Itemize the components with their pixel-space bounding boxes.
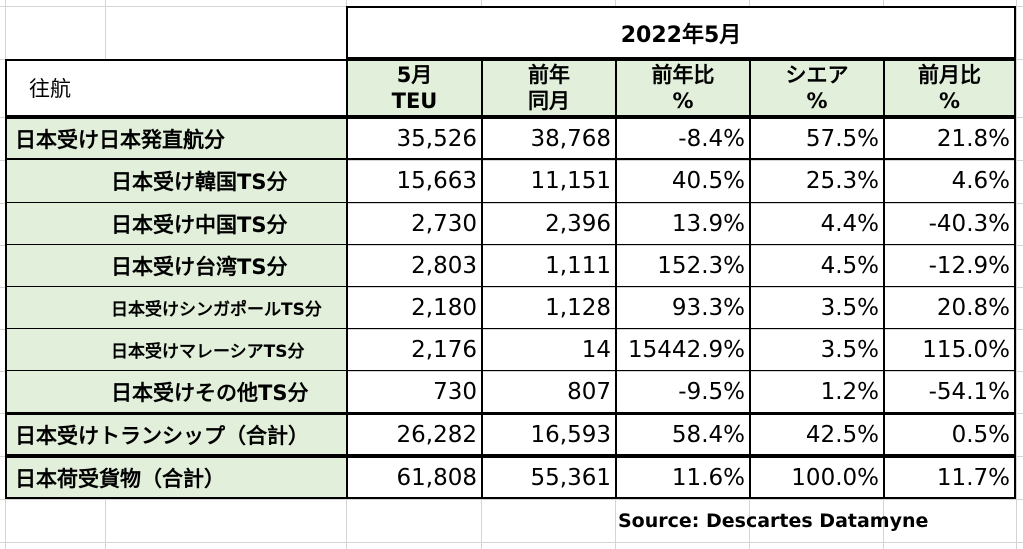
row-label-indent	[5, 160, 105, 203]
column-header-line: %	[806, 89, 828, 113]
table-cell: -8.4%	[615, 117, 749, 160]
column-header-line: 前月比	[918, 63, 981, 87]
table-cell: 2,803	[346, 245, 481, 287]
gridline-horizontal	[0, 329, 1023, 330]
row-label-indent	[5, 329, 105, 371]
table-cell: 1,128	[481, 287, 615, 329]
column-header-line: %	[672, 89, 694, 113]
table-cell: 4.6%	[883, 160, 1016, 203]
table-cell: 152.3%	[615, 245, 749, 287]
column-header: 前年 同月	[481, 59, 615, 117]
table-cell: 1,111	[481, 245, 615, 287]
row-label: 日本受け台湾TS分	[105, 245, 346, 287]
table-cell: 11.6%	[615, 456, 749, 499]
table-cell: 21.8%	[883, 117, 1016, 160]
table-cell: 2,730	[346, 203, 481, 245]
table-cell: 11,151	[481, 160, 615, 203]
column-header-line: 前年	[528, 63, 570, 87]
table-cell: -12.9%	[883, 245, 1016, 287]
table-cell: 0.5%	[883, 413, 1016, 456]
corner-label: 往航	[5, 59, 346, 117]
gridline-horizontal	[0, 203, 1023, 204]
gridline-horizontal	[0, 499, 1023, 500]
column-header-line: 前年比	[651, 63, 715, 87]
gridline-horizontal	[0, 287, 1023, 288]
column-header: 前月比%	[883, 59, 1016, 117]
table-cell: 15,663	[346, 160, 481, 203]
table-cell: 26,282	[346, 413, 481, 456]
table-cell: 2,396	[481, 203, 615, 245]
column-header-line: 5月	[396, 63, 433, 87]
table-cell: 3.5%	[749, 329, 883, 371]
table-title: 2022年5月	[346, 6, 1016, 59]
table-cell: 58.4%	[615, 413, 749, 456]
table-cell: 100.0%	[749, 456, 883, 499]
row-label: 日本受け日本発直航分	[5, 117, 346, 160]
row-label-indent	[5, 371, 105, 413]
table-cell: 14	[481, 329, 615, 371]
row-label: 日本受けその他TS分	[105, 371, 346, 413]
column-header: シエア%	[749, 59, 883, 117]
table-cell: 40.5%	[615, 160, 749, 203]
column-header-line: %	[938, 89, 961, 113]
row-label-indent	[5, 203, 105, 245]
row-label: 日本受け中国TS分	[105, 203, 346, 245]
table-cell: 4.4%	[749, 203, 883, 245]
gridline-horizontal	[0, 245, 1023, 246]
column-header-line: シエア	[785, 63, 849, 87]
gridline-horizontal	[0, 160, 1023, 161]
row-label-indent	[5, 287, 105, 329]
column-header: 前年比%	[615, 59, 749, 117]
table-cell: 38,768	[481, 117, 615, 160]
table-cell: 4.5%	[749, 245, 883, 287]
table-cell: 115.0%	[883, 329, 1016, 371]
row-label-indent	[5, 245, 105, 287]
table-cell: 16,593	[481, 413, 615, 456]
table-cell: 2,180	[346, 287, 481, 329]
gridline-vertical	[1016, 0, 1017, 549]
row-label: 日本荷受貨物（合計）	[5, 456, 346, 499]
row-label: 日本受けトランシップ（合計）	[5, 413, 346, 456]
table-cell: 20.8%	[883, 287, 1016, 329]
table-cell: 13.9%	[615, 203, 749, 245]
row-label: 日本受け韓国TS分	[105, 160, 346, 203]
table-cell: 11.7%	[883, 456, 1016, 499]
column-header-line: TEU	[391, 89, 438, 113]
table-cell: 1.2%	[749, 371, 883, 413]
table-cell: 807	[481, 371, 615, 413]
gridline-horizontal	[0, 542, 1023, 543]
column-header-line: 同月	[528, 89, 570, 113]
source-note: Source: Descartes Datamyne	[618, 509, 929, 532]
table-cell: -9.5%	[615, 371, 749, 413]
table-cell: 61,808	[346, 456, 481, 499]
table-cell: 93.3%	[615, 287, 749, 329]
table-cell: 3.5%	[749, 287, 883, 329]
table-cell: 25.3%	[749, 160, 883, 203]
table-cell: 57.5%	[749, 117, 883, 160]
table-cell: 42.5%	[749, 413, 883, 456]
table-cell: 730	[346, 371, 481, 413]
column-header: 5月 TEU	[346, 59, 481, 117]
table-cell: -40.3%	[883, 203, 1016, 245]
gridline-horizontal	[0, 371, 1023, 372]
table-cell: -54.1%	[883, 371, 1016, 413]
row-label: 日本受けマレーシアTS分	[105, 329, 346, 371]
row-label: 日本受けシンガポールTS分	[105, 287, 346, 329]
table-cell: 35,526	[346, 117, 481, 160]
table-cell: 55,361	[481, 456, 615, 499]
table-cell: 2,176	[346, 329, 481, 371]
table-cell: 15442.9%	[615, 329, 749, 371]
